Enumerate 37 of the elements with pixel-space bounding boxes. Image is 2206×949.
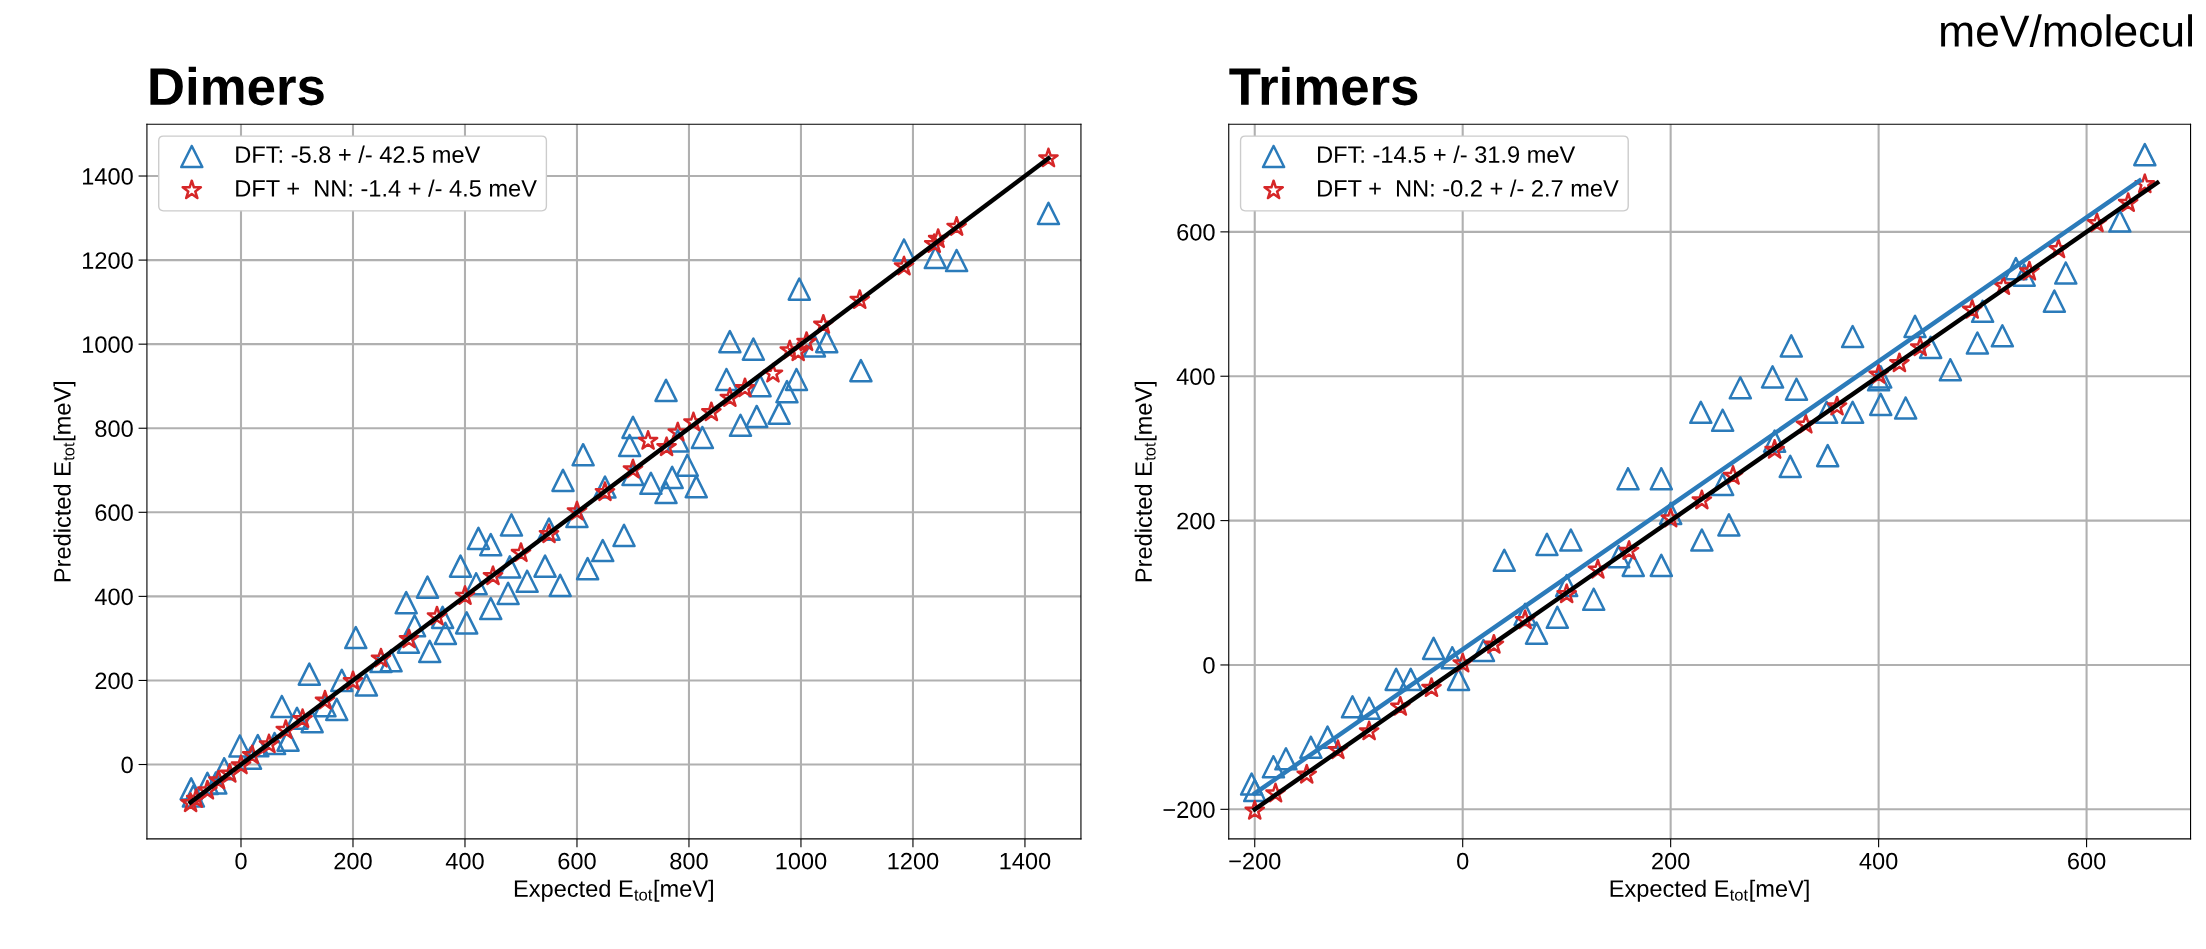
x-tick-label: 200 xyxy=(334,852,372,870)
y-tick-label: 1000 xyxy=(83,336,133,353)
legend-label: DFT: -5.8 + /- 42.5 meV xyxy=(236,145,481,163)
y-tick-label: 200 xyxy=(95,672,133,690)
y-tick-label: 200 xyxy=(1177,512,1215,530)
x-tick-label: 0 xyxy=(1457,852,1469,870)
x-tick-label: 600 xyxy=(558,852,596,870)
legend-label: DFT + NN: -1.4 + /- 4.5 meV xyxy=(236,179,537,197)
x-tick-label: 800 xyxy=(670,852,708,870)
x-tick-label: 1000 xyxy=(776,852,827,870)
x-axis-title: Expected E$_{tot}$[meV] xyxy=(514,879,713,902)
x-tick-label: 1400 xyxy=(1000,852,1051,870)
x-tick-label: 200 xyxy=(1652,852,1690,870)
x-tick-label: 600 xyxy=(2068,852,2106,870)
y-tick-label: 600 xyxy=(1177,223,1215,241)
x-tick-label: −200 xyxy=(1229,852,1281,870)
y-axis-title: Predicted E$_{tot}$[meV] xyxy=(53,381,76,582)
y-tick-label: 1200 xyxy=(83,252,133,269)
x-tick-label: 400 xyxy=(1859,852,1898,870)
y-tick-label: 0 xyxy=(121,756,133,774)
y-tick-label: 600 xyxy=(95,504,133,522)
chart-title: Trimers xyxy=(1229,66,1418,106)
chart-title: Dimers xyxy=(150,66,324,106)
y-axis-title: Predicted E$_{tot}$[meV] xyxy=(1134,381,1157,582)
text: meV/molecul xyxy=(1941,14,2193,47)
legend-label: DFT: -14.5 + /- 31.9 meV xyxy=(1318,145,1576,163)
y-tick-label: 400 xyxy=(94,588,133,606)
y-tick-label: 400 xyxy=(1176,368,1215,386)
x-tick-label: 0 xyxy=(235,852,247,870)
y-tick-label: −200 xyxy=(1163,801,1215,819)
y-tick-label: 0 xyxy=(1203,657,1215,674)
legend-label: DFT + NN: -0.2 + /- 2.7 meV xyxy=(1318,179,1619,197)
y-tick-label: 1400 xyxy=(83,168,133,185)
x-tick-label: 1200 xyxy=(888,852,939,870)
x-tick-label: 400 xyxy=(445,852,484,870)
y-tick-label: 800 xyxy=(95,420,133,438)
x-axis-title: Expected E$_{tot}$[meV] xyxy=(1610,879,1809,902)
